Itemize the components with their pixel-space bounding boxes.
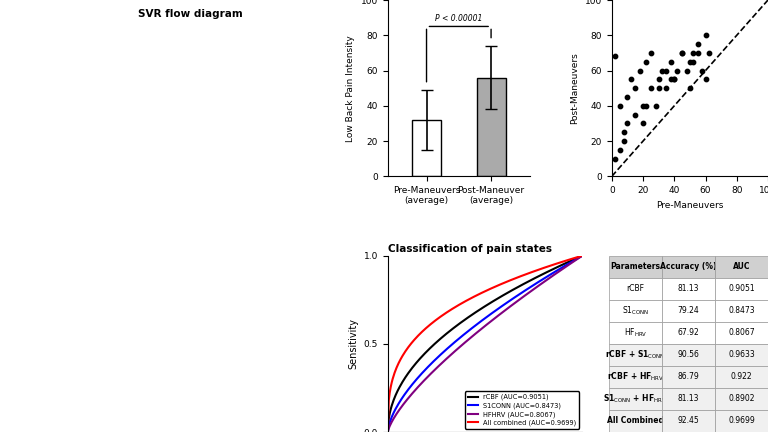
Point bbox=[660, 85, 673, 92]
Bar bbox=[412, 120, 441, 176]
Point bbox=[614, 146, 626, 153]
Point bbox=[644, 85, 657, 92]
Y-axis label: Post-Maneuvers: Post-Maneuvers bbox=[571, 52, 579, 124]
Point bbox=[618, 138, 631, 145]
Point bbox=[629, 85, 641, 92]
Point bbox=[644, 49, 657, 56]
Point bbox=[684, 85, 696, 92]
Point bbox=[668, 76, 680, 83]
Text: Classification of pain states: Classification of pain states bbox=[388, 244, 551, 254]
Point bbox=[614, 102, 626, 109]
Point bbox=[691, 49, 703, 56]
Point bbox=[650, 102, 662, 109]
Point bbox=[621, 120, 634, 127]
Point bbox=[687, 58, 699, 65]
Point bbox=[665, 58, 677, 65]
Point bbox=[609, 155, 621, 162]
Legend: rCBF (AUC=0.9051), S1CONN (AUC=0.8473), HFHRV (AUC=0.8067), All combined (AUC=0.: rCBF (AUC=0.9051), S1CONN (AUC=0.8473), … bbox=[465, 391, 579, 429]
Text: P < 0.00001: P < 0.00001 bbox=[435, 14, 482, 23]
Point bbox=[680, 67, 693, 74]
Y-axis label: Low Back Pain Intensity: Low Back Pain Intensity bbox=[346, 35, 356, 142]
Point bbox=[640, 102, 652, 109]
Point bbox=[624, 76, 637, 83]
Point bbox=[684, 58, 696, 65]
Text: SVR flow diagram: SVR flow diagram bbox=[137, 9, 243, 19]
Point bbox=[629, 111, 641, 118]
Point bbox=[660, 67, 673, 74]
Point bbox=[687, 49, 699, 56]
Point bbox=[671, 67, 684, 74]
Point bbox=[618, 129, 631, 136]
Y-axis label: Sensitivity: Sensitivity bbox=[348, 318, 358, 369]
Point bbox=[668, 76, 680, 83]
Point bbox=[700, 32, 712, 39]
Point bbox=[653, 76, 665, 83]
Point bbox=[634, 67, 646, 74]
Point bbox=[637, 102, 649, 109]
Bar bbox=[477, 78, 505, 176]
Point bbox=[656, 67, 668, 74]
Point bbox=[637, 120, 649, 127]
Point bbox=[691, 41, 703, 48]
Point bbox=[665, 76, 677, 83]
Point bbox=[703, 49, 715, 56]
Point bbox=[640, 58, 652, 65]
Point bbox=[700, 76, 712, 83]
Point bbox=[697, 67, 709, 74]
Point bbox=[676, 49, 688, 56]
X-axis label: Pre-Maneuvers: Pre-Maneuvers bbox=[656, 200, 723, 210]
Point bbox=[609, 53, 621, 60]
Point bbox=[621, 93, 634, 100]
Point bbox=[653, 85, 665, 92]
Point bbox=[676, 49, 688, 56]
